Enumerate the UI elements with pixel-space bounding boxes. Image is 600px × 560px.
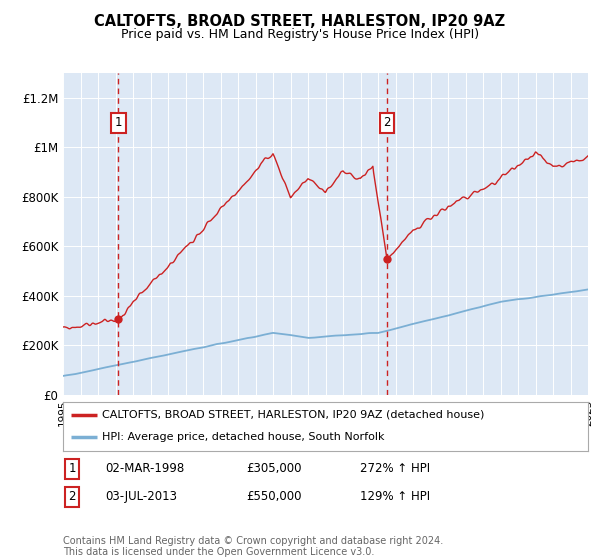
Text: 03-JUL-2013: 03-JUL-2013 (105, 490, 177, 503)
Text: £305,000: £305,000 (246, 462, 302, 475)
Text: CALTOFTS, BROAD STREET, HARLESTON, IP20 9AZ: CALTOFTS, BROAD STREET, HARLESTON, IP20 … (94, 14, 506, 29)
Text: 2: 2 (383, 116, 391, 129)
Text: Contains HM Land Registry data © Crown copyright and database right 2024.
This d: Contains HM Land Registry data © Crown c… (63, 535, 443, 557)
Text: HPI: Average price, detached house, South Norfolk: HPI: Average price, detached house, Sout… (103, 432, 385, 442)
Text: 1: 1 (115, 116, 122, 129)
Text: Price paid vs. HM Land Registry's House Price Index (HPI): Price paid vs. HM Land Registry's House … (121, 28, 479, 41)
Text: 129% ↑ HPI: 129% ↑ HPI (360, 490, 430, 503)
Text: 1: 1 (68, 462, 76, 475)
Text: 272% ↑ HPI: 272% ↑ HPI (360, 462, 430, 475)
Text: £550,000: £550,000 (246, 490, 302, 503)
Text: 2: 2 (68, 490, 76, 503)
Text: 02-MAR-1998: 02-MAR-1998 (105, 462, 184, 475)
Text: CALTOFTS, BROAD STREET, HARLESTON, IP20 9AZ (detached house): CALTOFTS, BROAD STREET, HARLESTON, IP20 … (103, 410, 485, 420)
